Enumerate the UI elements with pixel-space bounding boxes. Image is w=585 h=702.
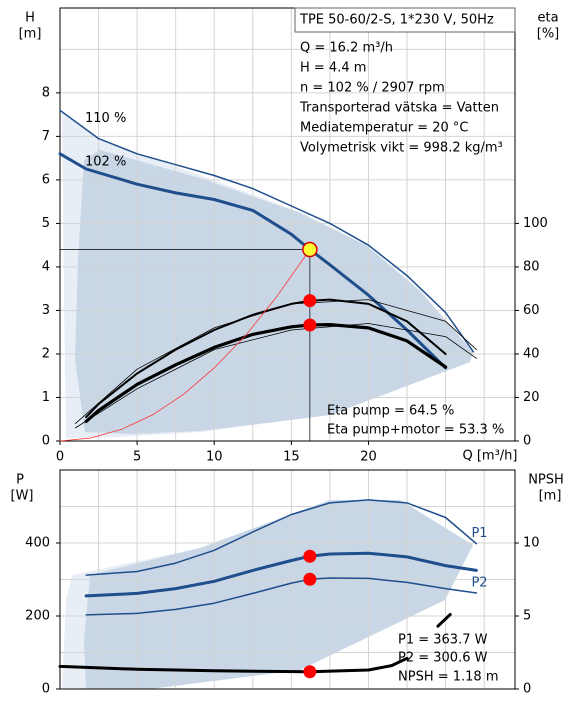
x-tick-label: 10 (206, 450, 223, 465)
y-axis-unit: [W] (11, 489, 34, 504)
curve (59, 109, 475, 353)
point-marker (303, 572, 317, 586)
y-tick-label: 5 (42, 216, 50, 231)
curve (84, 551, 478, 598)
info-line: n = 102 % / 2907 rpm (300, 81, 445, 96)
annotation: Eta pump = 64.5 % (327, 404, 454, 419)
annotation: NPSH = 1.18 m (398, 670, 499, 685)
info-line: Mediatemperatur = 20 °C (300, 121, 468, 136)
y-tick-label: 2 (42, 346, 50, 361)
y-tick-label: 4 (42, 259, 50, 274)
plot-frame (59, 7, 516, 442)
y2-axis-label: NPSH (528, 473, 564, 488)
y2-tick-label: 80 (523, 259, 540, 274)
y-tick-label: 1 (42, 390, 50, 405)
info-line: Transporterad vätska = Vatten (299, 101, 499, 116)
y-tick-label: 6 (42, 172, 50, 187)
y-tick-label: 8 (42, 85, 50, 100)
curve-label: 110 % (85, 111, 126, 126)
info-line: Volymetrisk vikt = 998.2 kg/m³ (300, 141, 503, 156)
plot-frame (59, 469, 516, 690)
y-tick-label: 7 (42, 129, 50, 144)
y2-tick-label: 100 (523, 216, 548, 231)
curve-label: P2 (471, 576, 487, 591)
y2-axis-unit: [m] (539, 489, 562, 504)
y2-tick-label: 10 (523, 536, 540, 551)
y2-tick-label: 40 (523, 346, 540, 361)
curve (59, 249, 311, 442)
y-axis-unit: [m] (19, 27, 42, 42)
y2-tick-label: 0 (523, 434, 531, 449)
y2-tick-label: 5 (523, 609, 531, 624)
curve-label: 102 % (85, 154, 126, 169)
x-tick-label: 15 (283, 450, 300, 465)
range-shade (75, 150, 473, 434)
curve (85, 577, 478, 616)
curve (85, 298, 447, 419)
y-tick-label: 200 (25, 609, 50, 624)
curve-label: P1 (471, 526, 487, 541)
y2-tick-label: 60 (523, 303, 540, 318)
point-marker (303, 665, 317, 679)
info-line: H = 4.4 m (300, 61, 366, 76)
x-axis-label: Q [m³/h] (462, 449, 517, 464)
y-tick-label: 400 (25, 536, 50, 551)
range-shade-bottom (84, 500, 473, 689)
info-header-box (294, 7, 516, 33)
info-header: TPE 50-60/2-S, 1*230 V, 50Hz (299, 13, 494, 28)
y-axis-label: P (16, 473, 24, 488)
point-marker (303, 294, 317, 308)
operating-point (302, 241, 318, 258)
annotation: P2 = 300.6 W (398, 651, 488, 666)
curve (84, 323, 448, 423)
plot-layer: 0 5 10 15 20012345678020406080100H[m]eta[%]Q… (11, 7, 564, 697)
x-tick-label: 0 (56, 450, 64, 465)
y2-tick-label: 0 (523, 682, 531, 697)
y-axis-label: H (25, 11, 35, 26)
y2-axis-label: eta (537, 11, 558, 26)
y-tick-label: 0 (42, 434, 50, 449)
point-marker (303, 549, 317, 563)
curve (75, 323, 477, 429)
annotation: P1 = 363.7 W (398, 633, 488, 648)
y2-tick-label: 20 (523, 390, 540, 405)
x-tick-label: 5 (133, 450, 141, 465)
curve (85, 499, 478, 576)
info-line: Q = 16.2 m³/h (300, 41, 393, 56)
point-marker (303, 318, 317, 332)
y2-axis-unit: [%] (537, 27, 560, 42)
y-tick-label: 0 (42, 682, 50, 697)
annotation: Eta pump+motor = 53.3 % (327, 423, 504, 438)
y-tick-label: 3 (42, 303, 50, 318)
x-tick-label: 20 (360, 450, 377, 465)
